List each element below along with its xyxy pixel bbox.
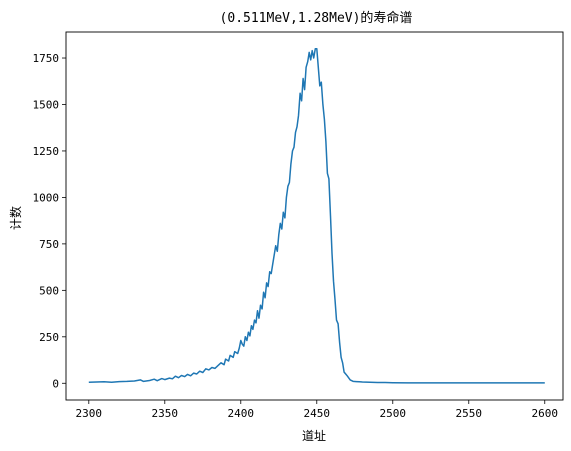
x-tick-label: 2450 [304, 407, 331, 420]
x-tick-label: 2600 [532, 407, 559, 420]
y-tick-label: 750 [39, 238, 59, 251]
x-tick-label: 2500 [380, 407, 407, 420]
chart-title: (0.511MeV,1.28MeV)的寿命谱 [220, 10, 413, 26]
y-tick-label: 1750 [33, 52, 60, 65]
series-line-0 [88, 47, 545, 384]
y-tick-label: 500 [39, 284, 59, 297]
x-tick-label: 2400 [228, 407, 255, 420]
x-tick-label: 2300 [76, 407, 103, 420]
y-tick-label: 0 [52, 377, 59, 390]
y-tick-label: 250 [39, 331, 59, 344]
y-tick-label: 1000 [33, 191, 60, 204]
y-axis: 0 250 500 750 1000 1250 1500 1750 [33, 52, 66, 390]
plot-area [88, 47, 545, 384]
x-tick-label: 2550 [456, 407, 483, 420]
y-tick-label: 1500 [33, 98, 60, 111]
y-tick-label: 1250 [33, 145, 60, 158]
x-axis-label: 道址 [302, 429, 326, 443]
x-axis: 2300 2350 2400 2450 2500 2550 2600 [76, 400, 558, 420]
y-axis-label: 计数 [8, 206, 23, 230]
plot-frame [65, 31, 564, 401]
x-tick-label: 2350 [152, 407, 179, 420]
